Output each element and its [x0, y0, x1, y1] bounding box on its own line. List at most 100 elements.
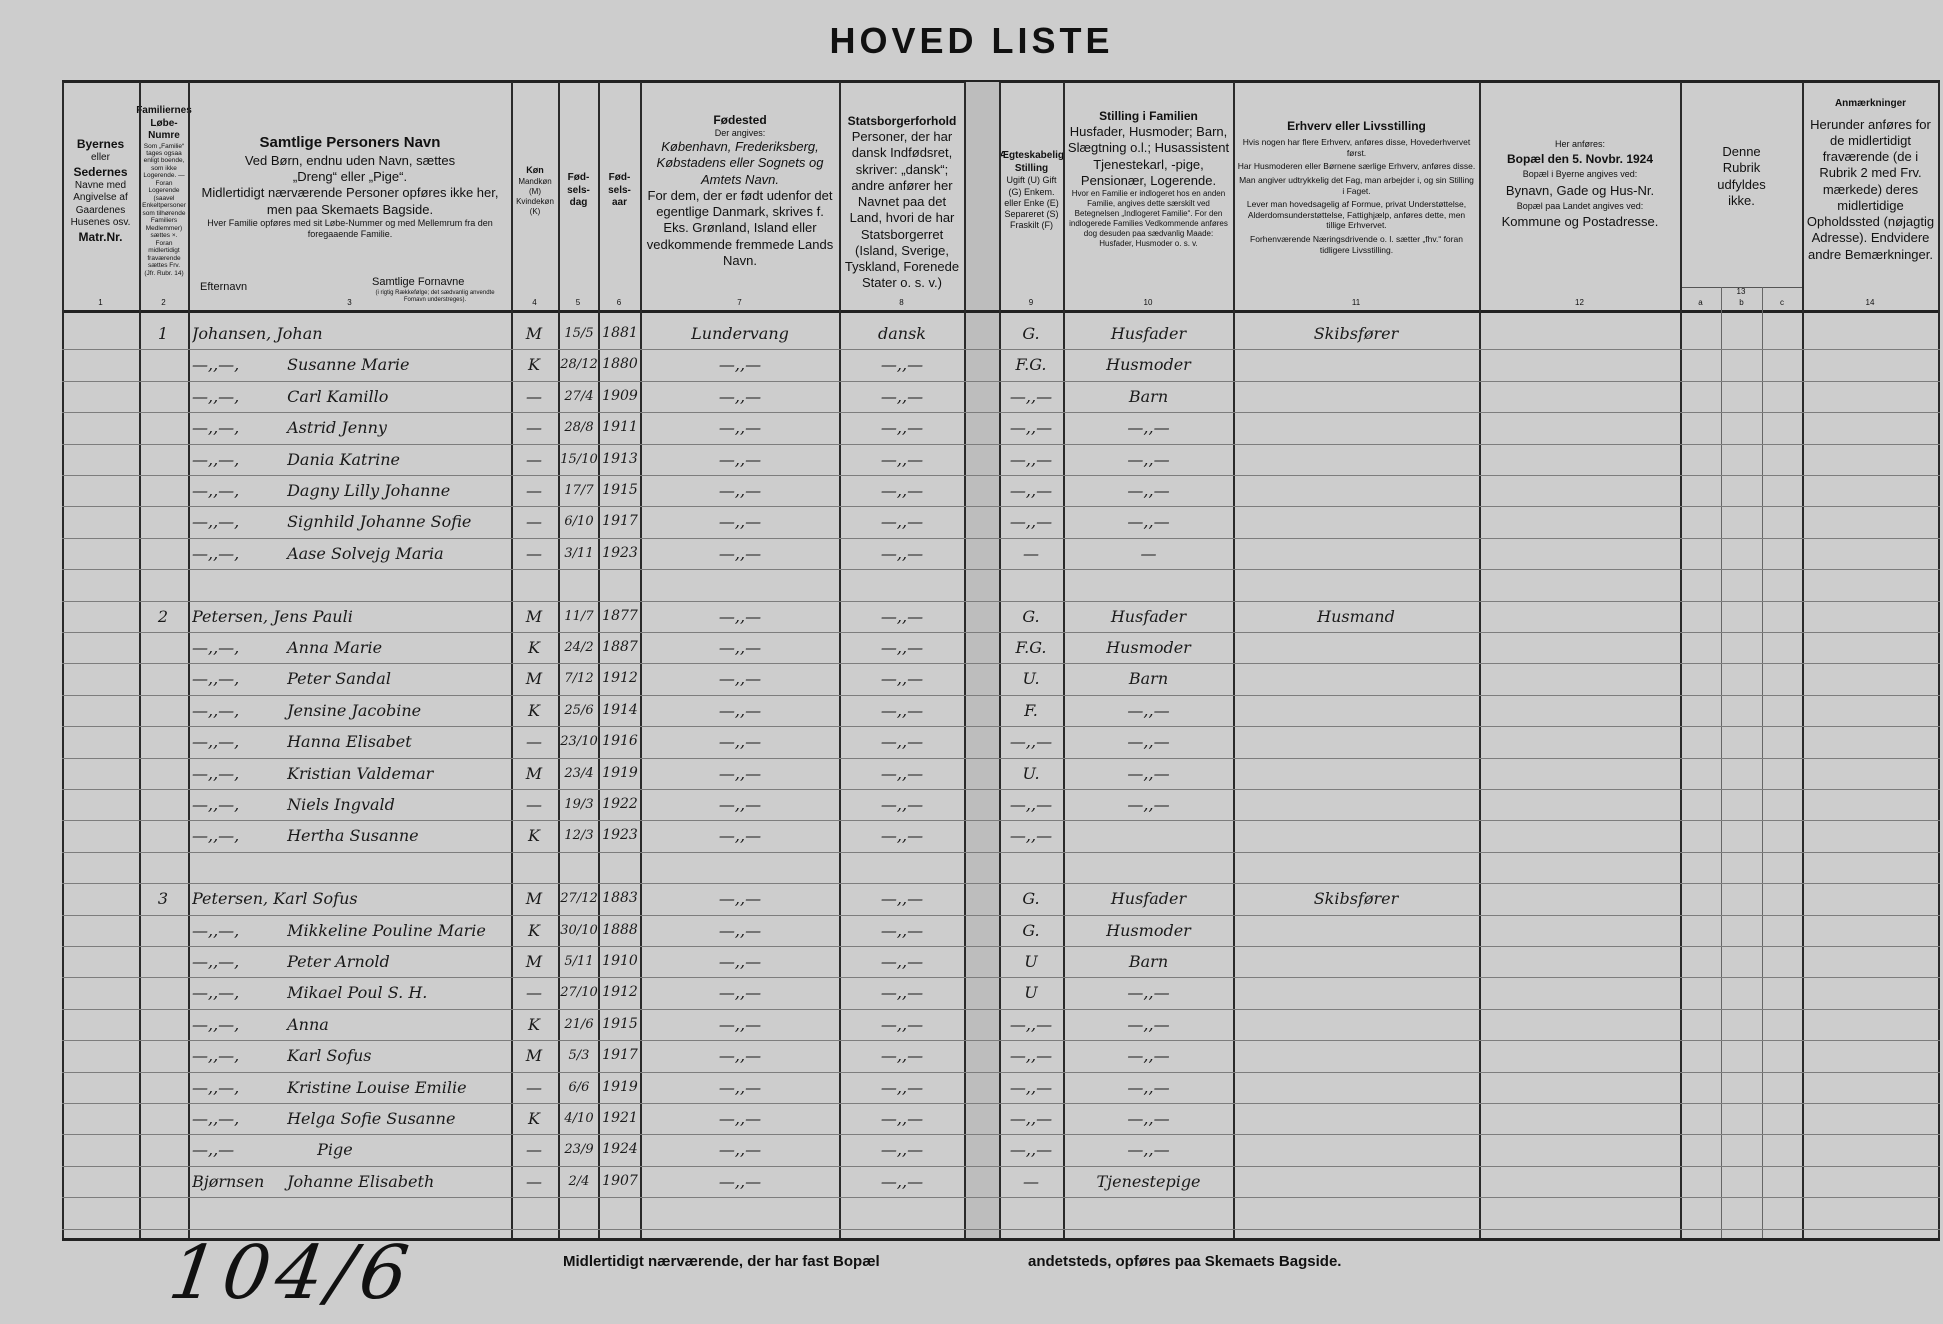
- person-citizenship: —,,—: [880, 418, 924, 438]
- person-marital-status: —,,—: [1009, 826, 1053, 846]
- person-birthplace: —,,—: [718, 1014, 762, 1034]
- person-name: —,,—, Kristine Louise Emilie: [192, 1072, 510, 1103]
- person-birth-year: 1910: [602, 953, 638, 969]
- header-text: Forhenværende Næringsdrivende o. l. sætt…: [1250, 234, 1463, 255]
- person-birth-year: 1913: [602, 450, 638, 467]
- person-birthplace: —,,—: [718, 952, 762, 971]
- person-citizenship: —,,—: [880, 700, 924, 720]
- header-col-1: Byernes eller Sedernes Navne med Angivel…: [62, 84, 139, 298]
- person-occupation: [1236, 1103, 1476, 1134]
- person-occupation: [1236, 758, 1476, 789]
- row-rule: [62, 1197, 1940, 1199]
- header-col-6: Fød-sels-aar: [599, 84, 640, 298]
- person-sex: K: [528, 700, 540, 720]
- row-rule: [62, 1103, 1940, 1104]
- column-divider: [1479, 82, 1481, 1240]
- row-rule: [62, 1071, 1940, 1073]
- person-family-position: —,,—: [1127, 512, 1170, 532]
- header-title: Fød-sels-dag: [567, 172, 590, 209]
- column-number: 8: [899, 298, 904, 307]
- person-occupation: [1236, 1009, 1476, 1040]
- person-marital-status: U: [1024, 983, 1038, 1003]
- person-citizenship: —,,—: [880, 543, 924, 563]
- person-citizenship: —,,—: [880, 606, 924, 626]
- column-divider: [1938, 82, 1940, 1240]
- header-col-8: Statsborgerforhold Personer, der har dan…: [840, 84, 964, 298]
- person-citizenship: —,,—: [880, 669, 924, 689]
- person-family-position: —,,—: [1127, 983, 1170, 1003]
- person-family-position: —,,—: [1127, 763, 1170, 783]
- person-sex: —: [526, 543, 542, 563]
- row-rule: [62, 443, 1940, 445]
- person-marital-status: F.G.: [1015, 638, 1047, 657]
- column-divider: [1762, 287, 1763, 1240]
- person-given-names: Jens Pauli: [268, 606, 353, 626]
- person-occupation: [1236, 1040, 1476, 1071]
- header-title: Samtlige Personers Navn: [259, 134, 441, 151]
- column-number: 3: [347, 298, 352, 307]
- person-name: —,,—, Astrid Jenny: [192, 412, 510, 443]
- person-name: —,,—, Anna Marie: [192, 632, 510, 663]
- person-birthplace: —,,—: [718, 795, 762, 814]
- person-family-position: Husmoder: [1106, 355, 1191, 375]
- person-birth-day: 28/12: [560, 357, 598, 373]
- column-divider: [964, 82, 966, 1240]
- header-text: Som „Familie“ tages ogsaa enligt boende,…: [142, 142, 186, 277]
- person-marital-status: —,,—: [1009, 449, 1053, 469]
- header-text: Gaardenes: [75, 204, 126, 216]
- person-citizenship: —,,—: [880, 983, 924, 1003]
- header-rule: [62, 310, 1940, 313]
- person-birth-year: 1883: [602, 890, 638, 907]
- row-rule: [62, 663, 1940, 665]
- person-birthplace: —,,—: [718, 763, 762, 783]
- person-family-position: —,,—: [1127, 795, 1170, 814]
- person-family-position: —,,—: [1127, 1077, 1170, 1097]
- person-given-names: Peter Arnold: [282, 952, 390, 971]
- person-surname: —,,—,: [192, 920, 240, 940]
- header-col-12: Her anføres: Bopæl den 5. Novbr. 1924 Bo…: [1480, 84, 1680, 298]
- column-divider: [1063, 82, 1065, 1240]
- person-family-position: Husmoder: [1106, 920, 1191, 940]
- person-birth-year: 1923: [602, 544, 638, 561]
- person-birthplace: —,,—: [718, 1077, 762, 1097]
- row-rule: [62, 789, 1940, 790]
- person-occupation: [1236, 946, 1476, 977]
- blank-stripe-column: [964, 82, 999, 1240]
- person-birthplace: —,,—: [718, 889, 762, 909]
- row-rule: [62, 506, 1940, 508]
- header-text: Mandkøn (M) Kvindekøn (K): [516, 176, 554, 216]
- column-divider: [1233, 82, 1235, 1240]
- person-birth-day: 27/4: [564, 388, 594, 404]
- person-surname: —,,—,: [192, 481, 240, 500]
- person-birth-day: 30/10: [560, 922, 598, 938]
- person-name: —,,—, Jensine Jacobine: [192, 695, 510, 726]
- row-rule: [62, 349, 1940, 351]
- header-title: Stilling i Familien: [1099, 109, 1198, 123]
- row-rule: [62, 820, 1940, 822]
- person-birth-day: 12/3: [564, 828, 594, 844]
- header-text: Husfader, Husmoder; Barn, Slægtning o.l.…: [1067, 124, 1230, 188]
- person-birthplace: —,,—: [718, 700, 762, 720]
- person-surname: —,,—,: [192, 1077, 240, 1097]
- footer-note-part1: Midlertidigt nærværende, der har fast Bo…: [563, 1253, 880, 1270]
- person-name: —,,— Pige: [192, 1134, 510, 1165]
- person-birthplace: —,,—: [718, 1109, 762, 1128]
- person-marital-status: —,,—: [1009, 512, 1053, 532]
- person-name: —,,—, Hertha Susanne: [192, 820, 510, 851]
- person-occupation: Skibsfører: [1313, 889, 1399, 909]
- person-name: Johansen, Johan: [192, 318, 510, 349]
- person-sex: —: [526, 1140, 542, 1160]
- person-name: —,,—, Dagny Lilly Johanne: [192, 475, 510, 506]
- person-citizenship: —,,—: [880, 763, 924, 783]
- column-divider: [188, 82, 190, 1240]
- column-number: 1: [98, 298, 103, 307]
- column-divider: [511, 82, 513, 1240]
- column-number: a: [1698, 298, 1703, 307]
- person-citizenship: —,,—: [880, 732, 924, 752]
- person-surname: —,,—: [192, 1140, 235, 1160]
- person-marital-status: —,,—: [1009, 1077, 1053, 1097]
- person-family-position: —,,—: [1127, 1014, 1170, 1034]
- person-name: —,,—, Kristian Valdemar: [192, 758, 510, 789]
- person-surname: —,,—,: [192, 700, 240, 720]
- person-occupation: [1236, 506, 1476, 537]
